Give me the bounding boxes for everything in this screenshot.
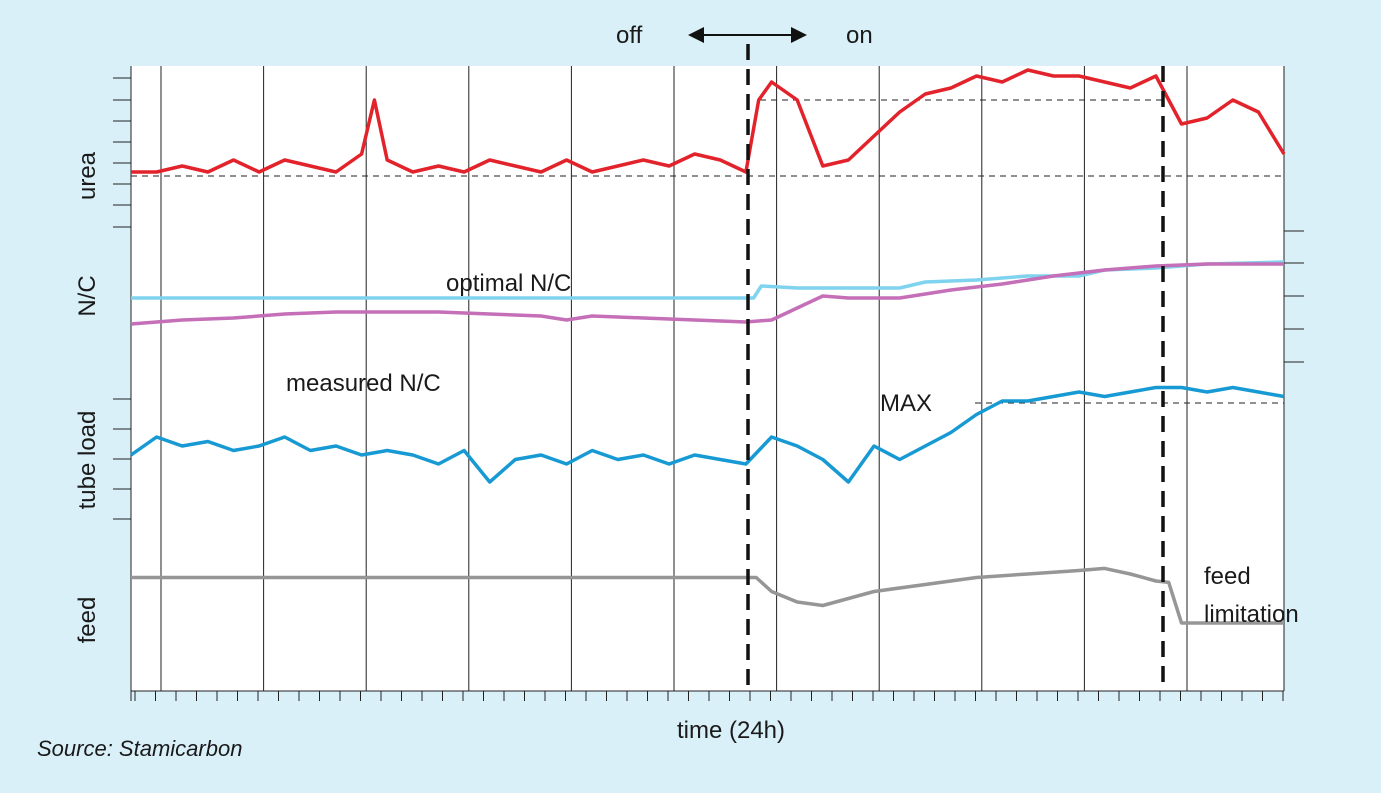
x-axis-label: time (24h): [677, 717, 785, 744]
series-line-urea: [131, 68, 1286, 174]
on-label: on: [846, 22, 873, 49]
max-label: MAX: [880, 390, 932, 417]
source-credit: Source: Stamicarbon: [37, 736, 242, 761]
series-layer: [129, 68, 1286, 625]
feed-limitation-label-2: limitation: [1204, 601, 1299, 628]
ylabel-urea: urea: [74, 151, 101, 200]
measured-nc-label: measured N/C: [286, 370, 441, 397]
grid: [113, 66, 1304, 701]
off-label: off: [616, 22, 643, 49]
feed-limitation-label-1: feed: [1204, 563, 1251, 590]
off-on-arrow: [688, 27, 807, 43]
ylabel-tube-load: tube load: [74, 411, 101, 510]
optimal-nc-label: optimal N/C: [446, 270, 571, 297]
ylabel-nc: N/C: [74, 275, 101, 316]
series-line-feed: [131, 566, 1284, 625]
ylabel-feed: feed: [74, 597, 101, 644]
reference-lines: [131, 99, 1284, 404]
series-line-tube-load: [129, 385, 1285, 484]
